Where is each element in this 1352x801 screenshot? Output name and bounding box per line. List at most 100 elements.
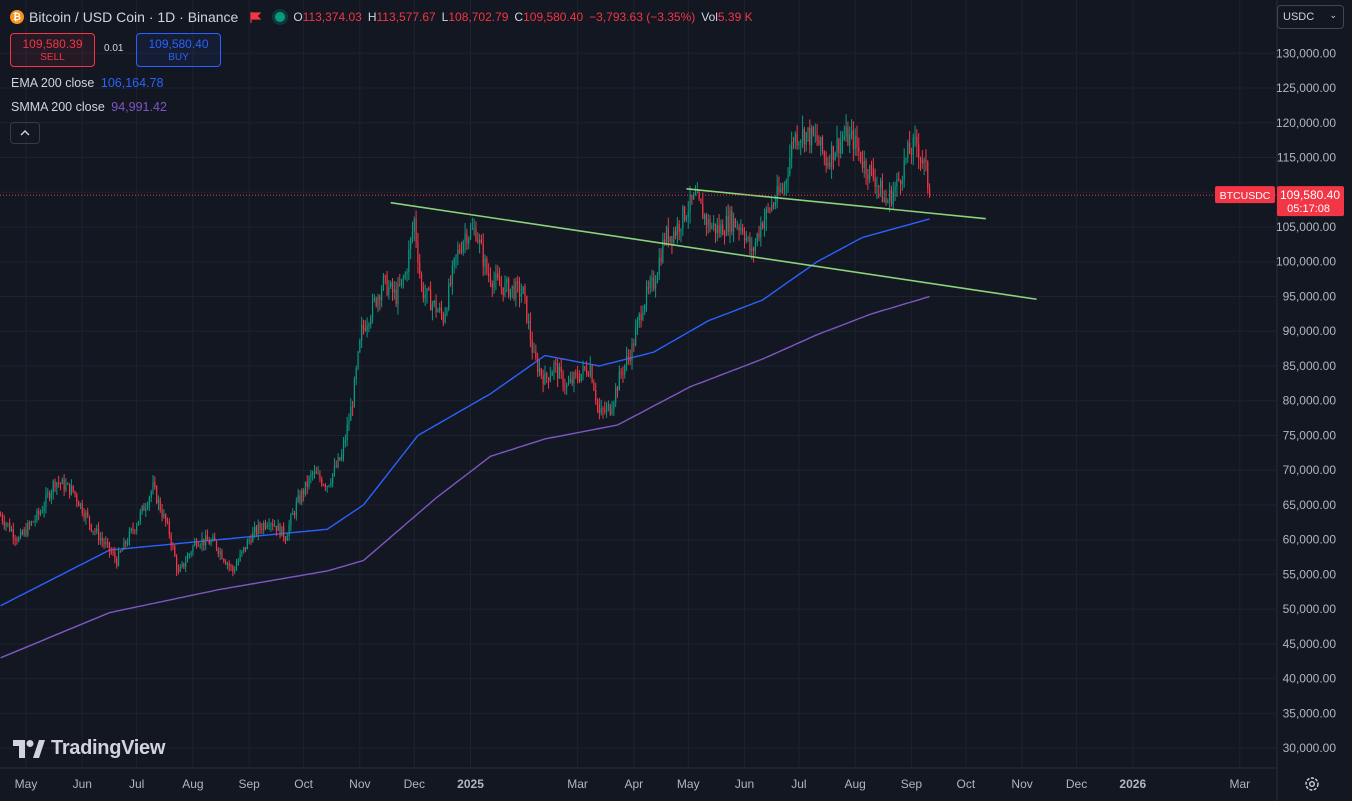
candle-body	[863, 160, 865, 168]
candle-body	[540, 368, 542, 376]
candle-body	[232, 566, 234, 572]
candle-body	[604, 409, 606, 412]
candle-body	[419, 262, 421, 275]
candle-body	[241, 550, 243, 554]
candle-body	[292, 513, 294, 515]
price-tick-label: 115,000.00	[1277, 151, 1336, 165]
candle-body	[829, 162, 831, 167]
candle-body	[107, 542, 109, 544]
candle-body	[263, 522, 265, 530]
candle-body	[535, 351, 537, 359]
candle-body	[400, 279, 403, 285]
candle-body	[502, 287, 504, 296]
candle-body	[190, 552, 192, 555]
candle-body	[751, 248, 753, 251]
candle-body	[798, 142, 800, 146]
candle-body	[473, 228, 475, 230]
candle-body	[304, 481, 307, 495]
trendlines-group[interactable]	[390, 187, 1037, 301]
symbol-title[interactable]: Bitcoin / USD Coin · 1D · Binance	[29, 9, 239, 25]
candle-body	[885, 197, 887, 203]
candle-body	[928, 188, 931, 196]
sell-button[interactable]: 109,580.39 SELL	[10, 33, 95, 67]
candle-body	[56, 482, 58, 488]
candle-body	[629, 357, 631, 362]
candle-body	[143, 505, 145, 511]
candle-body	[410, 238, 412, 250]
candle-body	[457, 249, 459, 255]
candle-body	[801, 128, 804, 141]
candle-body	[224, 561, 227, 565]
price-tick-label: 85,000.00	[1283, 359, 1337, 373]
candle-body	[337, 457, 339, 467]
currency-select[interactable]: USDC ⌄	[1277, 5, 1344, 29]
candle-body	[431, 303, 434, 311]
candle-body	[45, 494, 47, 508]
candle-body	[847, 127, 849, 146]
candle-body	[128, 531, 131, 543]
candle-body	[361, 325, 363, 340]
candle-body	[413, 218, 415, 232]
candle-body	[205, 535, 207, 546]
candle-body	[834, 152, 836, 161]
candle-body	[504, 282, 506, 296]
indicator-smma[interactable]: SMMA 200 close 94,991.42	[11, 100, 167, 114]
candle-body	[214, 537, 216, 542]
candle-body	[286, 536, 288, 541]
candle-body	[206, 535, 209, 541]
candle-body	[589, 365, 591, 376]
candle-body	[649, 281, 651, 289]
candle-body	[288, 525, 290, 537]
candle-body	[524, 286, 526, 296]
price-tick-label: 130,000.00	[1276, 46, 1336, 60]
candle-body	[50, 492, 53, 499]
candle-body	[379, 296, 381, 301]
candle-body	[357, 351, 359, 369]
buy-button[interactable]: 109,580.40 BUY	[136, 33, 221, 67]
sell-label: SELL	[40, 52, 65, 63]
time-tick-label: Nov	[1011, 777, 1032, 791]
candle-body	[395, 289, 397, 305]
trendline[interactable]	[390, 201, 1037, 301]
candle-body	[518, 283, 521, 297]
price-tag-bg	[1277, 186, 1344, 217]
candle-body	[682, 206, 684, 229]
flag-icon[interactable]	[250, 11, 262, 23]
candle-body	[324, 485, 326, 488]
time-axis[interactable]: May Jun Jul Aug Sep Oct Nov Dec 2025 Mar Apr May Jun…	[0, 767, 1277, 791]
candle-body	[475, 228, 477, 241]
candle-body	[183, 563, 185, 567]
candle-body	[925, 159, 927, 162]
candle-body	[584, 366, 586, 369]
candle-body	[564, 386, 566, 388]
trendline[interactable]	[686, 187, 986, 220]
candle-body	[812, 127, 815, 135]
candle-body	[809, 127, 811, 146]
candle-body	[168, 522, 170, 535]
chart-settings-gear-icon[interactable]	[1303, 775, 1321, 793]
candle-body	[870, 165, 873, 168]
candle-body	[5, 523, 7, 526]
candle-body	[633, 343, 635, 346]
tradingview-logo[interactable]: TradingView	[13, 737, 165, 760]
candle-body	[10, 529, 13, 531]
candle-body	[892, 191, 894, 205]
candle-body	[402, 278, 404, 280]
candle-body	[76, 494, 78, 502]
collapse-legend-button[interactable]	[10, 122, 40, 144]
candle-body	[415, 218, 417, 242]
candle-body	[156, 486, 158, 504]
price-axis[interactable]: 130,000.00 125,000.00 120,000.00 115,000.00…	[1276, 0, 1336, 801]
time-tick-label: Jul	[129, 777, 144, 791]
candle-body	[466, 233, 468, 244]
candle-body	[341, 454, 343, 461]
candle-body	[21, 531, 23, 535]
candle-body	[680, 228, 682, 232]
candle-body	[430, 289, 432, 311]
price-tick-label: 35,000.00	[1283, 706, 1337, 720]
candle-body	[210, 540, 212, 545]
indicator-ema[interactable]: EMA 200 close 106,164.78	[11, 76, 164, 90]
candle-body	[52, 481, 54, 493]
candle-body	[78, 501, 80, 507]
